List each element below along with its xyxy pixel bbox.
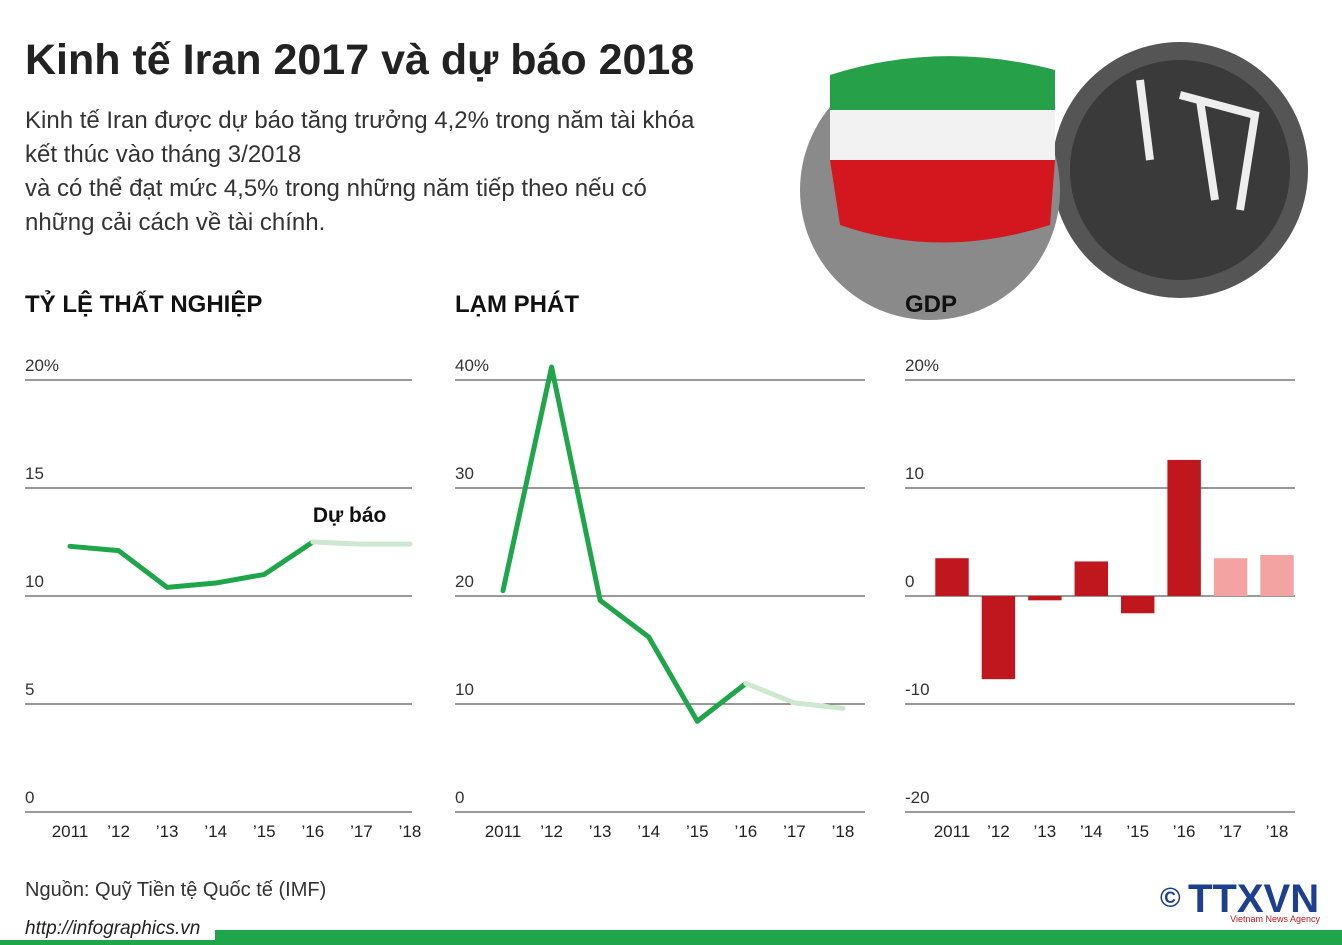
y-tick-label: 5 [25, 680, 34, 699]
y-tick-label: 10 [455, 680, 474, 699]
chart-title: GDP [905, 291, 957, 318]
x-tick-label: ’14 [204, 822, 227, 841]
x-tick-label: ’15 [1126, 822, 1149, 841]
oil-pump [1136, 79, 1260, 211]
y-tick-label: 0 [25, 788, 34, 807]
x-tick-label: 2011 [52, 822, 89, 841]
flag-white [830, 110, 1055, 160]
flag-green [830, 56, 1055, 110]
bar [1074, 561, 1108, 596]
y-tick-label: 10 [905, 464, 924, 483]
x-tick-label: ’16 [735, 822, 758, 841]
x-tick-label: ’18 [1266, 822, 1289, 841]
logo-tagline: Vietnam News Agency [1230, 914, 1320, 924]
bar [935, 558, 969, 596]
x-tick-label: ’15 [686, 822, 709, 841]
x-tick-label: ’16 [302, 822, 325, 841]
line-series [67, 539, 316, 590]
line-series [310, 539, 413, 547]
y-tick-label: -10 [905, 680, 930, 699]
x-tick-label: 2011 [934, 822, 971, 841]
chart-title: LẠM PHÁT [455, 290, 579, 318]
x-tick-label: ’13 [589, 822, 612, 841]
y-tick-label: 30 [455, 464, 474, 483]
x-tick-label: ’18 [832, 822, 855, 841]
x-tick-label: ’15 [253, 822, 276, 841]
x-tick-label: ’12 [107, 822, 130, 841]
url: http://infographics.vn [25, 918, 200, 939]
subtitle-line: Kinh tế Iran được dự báo tăng trưởng 4,2… [25, 107, 695, 134]
bar [1167, 459, 1201, 596]
bar [1213, 558, 1248, 596]
x-tick-label: ’13 [156, 822, 179, 841]
subtitle-line: kết thúc vào tháng 3/2018 [25, 141, 301, 168]
title: Kinh tế Iran 2017 và dự báo 2018 [25, 36, 694, 84]
y-tick-label: 20% [905, 356, 939, 375]
x-tick-label: ’12 [987, 822, 1010, 841]
line-series [743, 680, 846, 711]
x-tick-label: ’12 [540, 822, 563, 841]
y-tick-label: -20 [905, 788, 930, 807]
y-tick-label: 0 [455, 788, 464, 807]
series-label: Dự báo [313, 504, 387, 527]
bar [1121, 596, 1155, 614]
flag-red [830, 160, 1055, 243]
logo-name: TTXVN [1188, 877, 1319, 921]
x-tick-label: ’14 [637, 822, 660, 841]
y-tick-label: 40% [455, 356, 489, 375]
subtitle-line: những cải cách về tài chính. [25, 209, 325, 236]
x-tick-label: ’13 [1034, 822, 1057, 841]
bar [981, 596, 1016, 680]
url-box [0, 912, 215, 940]
y-tick-label: 20 [455, 572, 474, 591]
source: Nguồn: Quỹ Tiền tệ Quốc tế (IMF) [25, 879, 326, 901]
logo-symbol: © [1160, 882, 1181, 913]
footer-band [0, 930, 1342, 945]
x-tick-label: ’17 [1219, 822, 1242, 841]
y-tick-label: 15 [25, 464, 44, 483]
x-tick-label: ’17 [783, 822, 806, 841]
x-tick-label: ’14 [1080, 822, 1103, 841]
x-tick-label: ’17 [350, 822, 373, 841]
y-tick-label: 20% [25, 356, 59, 375]
gear-right-face [1070, 60, 1290, 280]
illustration [800, 42, 1308, 320]
x-tick-label: 2011 [485, 822, 522, 841]
y-tick-label: 0 [905, 572, 914, 591]
bar [1028, 596, 1062, 601]
bar [1260, 554, 1294, 596]
chart-title: TỶ LỆ THẤT NGHIỆP [25, 289, 262, 318]
line-series [500, 364, 749, 724]
subtitle: Kinh tế Iran được dự báo tăng trưởng 4,2… [25, 107, 695, 236]
y-tick-label: 10 [25, 572, 44, 591]
x-tick-label: ’18 [399, 822, 422, 841]
x-tick-label: ’16 [1173, 822, 1196, 841]
subtitle-line: và có thể đạt mức 4,5% trong những năm t… [25, 175, 647, 202]
